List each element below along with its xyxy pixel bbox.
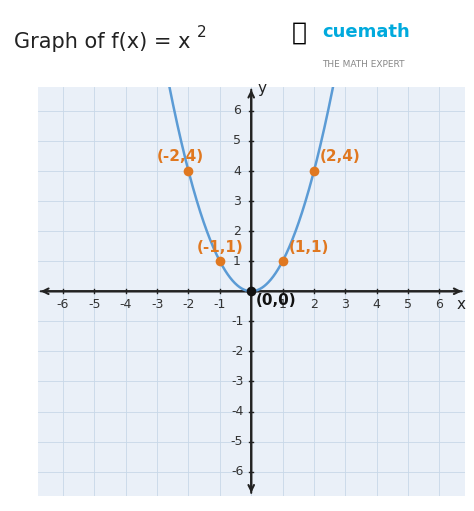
Text: -5: -5 (231, 435, 243, 448)
Text: 6: 6 (233, 104, 241, 118)
Text: Graph of f(x) = x: Graph of f(x) = x (14, 32, 191, 52)
Text: x: x (457, 297, 466, 312)
Text: 2: 2 (197, 25, 206, 40)
Text: -4: -4 (231, 405, 243, 418)
Text: -4: -4 (119, 298, 132, 311)
Text: y: y (258, 81, 267, 96)
Text: (1,1): (1,1) (289, 240, 329, 255)
Text: -6: -6 (231, 465, 243, 478)
Text: 3: 3 (233, 195, 241, 207)
Text: 3: 3 (341, 298, 349, 311)
Text: (2,4): (2,4) (320, 149, 361, 164)
Text: 1: 1 (233, 254, 241, 268)
Text: 6: 6 (436, 298, 443, 311)
Text: cuemath: cuemath (322, 23, 410, 41)
Text: -2: -2 (231, 345, 243, 358)
Text: 5: 5 (404, 298, 412, 311)
Text: -3: -3 (151, 298, 164, 311)
Text: (-2,4): (-2,4) (157, 149, 204, 164)
Text: -2: -2 (182, 298, 195, 311)
Text: -5: -5 (88, 298, 100, 311)
Text: 2: 2 (310, 298, 318, 311)
Text: (0,0): (0,0) (256, 293, 297, 308)
Text: -6: -6 (57, 298, 69, 311)
Text: THE MATH EXPERT: THE MATH EXPERT (322, 60, 405, 69)
Text: (-1,1): (-1,1) (196, 240, 243, 255)
Text: 2: 2 (233, 225, 241, 238)
Text: 1: 1 (279, 298, 286, 311)
Text: 4: 4 (373, 298, 381, 311)
Text: 5: 5 (233, 134, 241, 148)
Text: 🚀: 🚀 (292, 20, 307, 44)
Text: -1: -1 (231, 315, 243, 328)
Text: -3: -3 (231, 375, 243, 388)
Text: -1: -1 (214, 298, 226, 311)
Text: 4: 4 (233, 165, 241, 177)
